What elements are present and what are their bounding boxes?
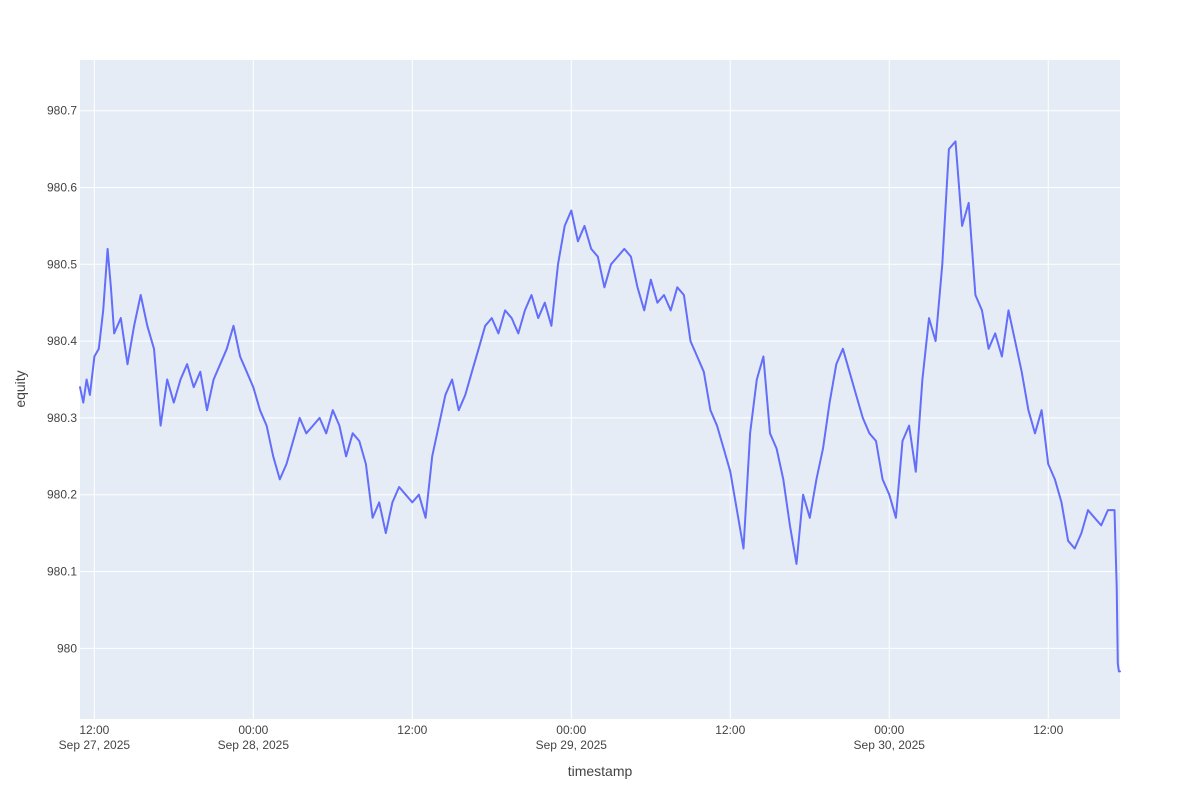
y-tick-label: 980.6 bbox=[47, 180, 77, 194]
y-axis-ticks: 980 980.1 980.2 980.3 980.4 980.5 980.6 980.7 bbox=[47, 104, 77, 656]
y-tick-label: 980.3 bbox=[47, 411, 77, 425]
x-tick-label: 12:00 bbox=[715, 723, 745, 737]
y-tick-label: 980.2 bbox=[47, 488, 77, 502]
series-layer bbox=[79, 140, 1121, 673]
x-tick-label: 00:00 bbox=[238, 723, 268, 737]
x-axis-title: timestamp bbox=[568, 763, 633, 779]
plot-background bbox=[80, 60, 1120, 719]
x-tick-label: 00:00 bbox=[556, 723, 586, 737]
x-tick-date-label: Sep 27, 2025 bbox=[59, 738, 131, 752]
x-tick-date-label: Sep 28, 2025 bbox=[218, 738, 290, 752]
x-tick-label: 00:00 bbox=[874, 723, 904, 737]
x-tick-date-label: Sep 29, 2025 bbox=[536, 738, 608, 752]
y-tick-label: 980.1 bbox=[47, 565, 77, 579]
x-tick-date-label: Sep 30, 2025 bbox=[854, 738, 926, 752]
y-tick-label: 980.7 bbox=[47, 104, 77, 118]
x-tick-label: 12:00 bbox=[1033, 723, 1063, 737]
y-axis-title: equity bbox=[12, 370, 28, 407]
x-tick-label: 12:00 bbox=[397, 723, 427, 737]
equity-series-line bbox=[79, 140, 1121, 673]
y-tick-label: 980 bbox=[57, 641, 77, 655]
x-tick-label: 12:00 bbox=[79, 723, 109, 737]
y-tick-label: 980.4 bbox=[47, 334, 77, 348]
y-tick-label: 980.5 bbox=[47, 257, 77, 271]
